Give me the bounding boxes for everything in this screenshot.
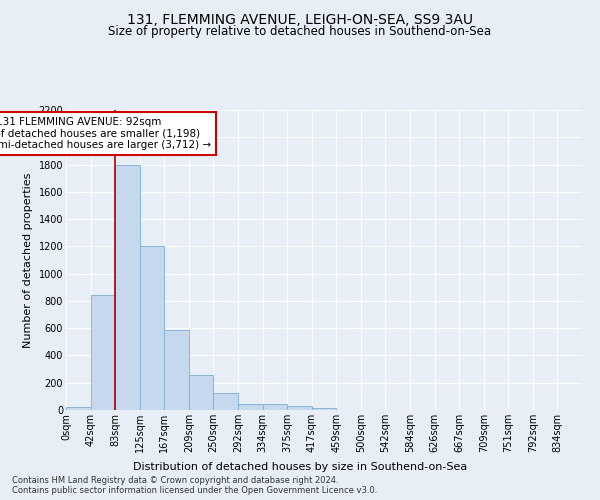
Bar — [164, 330, 189, 410]
Bar — [140, 246, 164, 410]
Text: 131 FLEMMING AVENUE: 92sqm
← 24% of detached houses are smaller (1,198)
76% of s: 131 FLEMMING AVENUE: 92sqm ← 24% of deta… — [0, 117, 211, 150]
Bar — [214, 393, 238, 410]
Text: 131, FLEMMING AVENUE, LEIGH-ON-SEA, SS9 3AU: 131, FLEMMING AVENUE, LEIGH-ON-SEA, SS9 … — [127, 12, 473, 26]
Text: Contains public sector information licensed under the Open Government Licence v3: Contains public sector information licen… — [12, 486, 377, 495]
Text: Distribution of detached houses by size in Southend-on-Sea: Distribution of detached houses by size … — [133, 462, 467, 472]
Bar — [312, 408, 336, 410]
Bar — [91, 296, 115, 410]
Bar — [263, 404, 287, 410]
Bar — [189, 375, 214, 410]
Text: Contains HM Land Registry data © Crown copyright and database right 2024.: Contains HM Land Registry data © Crown c… — [12, 476, 338, 485]
Bar — [66, 406, 91, 410]
Text: Size of property relative to detached houses in Southend-on-Sea: Size of property relative to detached ho… — [109, 25, 491, 38]
Y-axis label: Number of detached properties: Number of detached properties — [23, 172, 33, 348]
Bar — [287, 406, 312, 410]
Bar — [238, 404, 263, 410]
Bar — [115, 164, 140, 410]
